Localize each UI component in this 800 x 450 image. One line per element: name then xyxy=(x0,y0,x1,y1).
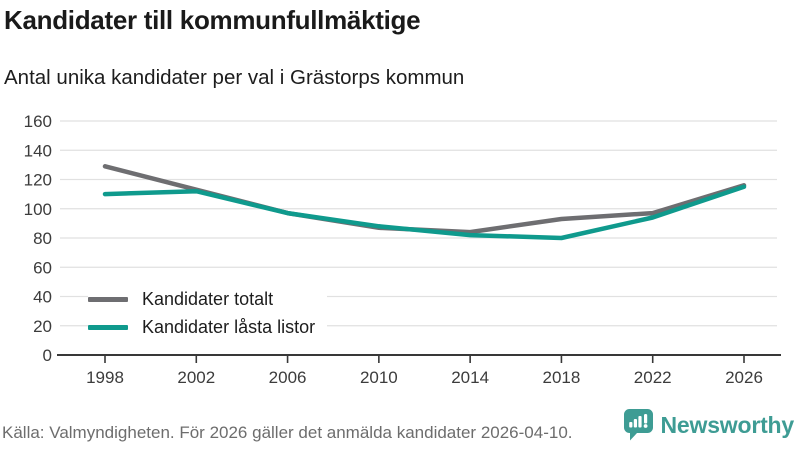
x-tick-label: 2022 xyxy=(634,368,672,387)
y-tick-label: 160 xyxy=(24,112,52,131)
series-line-kandidater-totalt xyxy=(102,164,747,235)
x-tick-label: 1998 xyxy=(86,368,124,387)
plot-area: 0 20 40 60 80 100 120 140 160 1998 2002 2006 2010 201… xyxy=(24,112,781,387)
y-tick-label: 40 xyxy=(33,288,52,307)
y-tick-label: 120 xyxy=(24,171,52,190)
logo-bar-2 xyxy=(633,419,637,428)
logo-exclamation-dot xyxy=(643,424,648,428)
x-tick-label: 2026 xyxy=(725,368,763,387)
newsworthy-logo: Newsworthy xyxy=(623,408,794,442)
page-title: Kandidater till kommunfullmäktige xyxy=(4,5,421,35)
newsworthy-icon xyxy=(623,409,653,441)
source-note: Källa: Valmyndigheten. För 2026 gäller d… xyxy=(2,423,573,442)
x-tick-label: 2010 xyxy=(360,368,398,387)
legend-item: Kandidater totalt xyxy=(88,285,328,313)
chart-legend: Kandidater totalt Kandidater låsta listor xyxy=(88,285,328,341)
legend-swatch xyxy=(88,324,128,330)
brand-name: Newsworthy xyxy=(660,411,795,438)
y-tick-label: 0 xyxy=(43,346,52,365)
y-tick-label: 60 xyxy=(33,258,52,277)
x-tick-label: 2018 xyxy=(543,368,581,387)
logo-bar-1 xyxy=(628,422,632,428)
y-tick-label: 100 xyxy=(24,200,52,219)
y-tick-label: 80 xyxy=(33,229,52,248)
series-line-kandidater-låsta-listor xyxy=(102,184,747,241)
y-tick-label: 20 xyxy=(33,317,52,336)
legend-label: Kandidater låsta listor xyxy=(142,316,316,337)
y-tick-label: 140 xyxy=(24,141,52,160)
x-tick-label: 2006 xyxy=(269,368,307,387)
logo-exclamation-stroke xyxy=(643,414,647,424)
legend-label: Kandidater totalt xyxy=(142,288,274,309)
logo-bar-3 xyxy=(637,416,642,428)
legend-item: Kandidater låsta listor xyxy=(88,313,328,341)
x-tick-label: 2014 xyxy=(451,368,489,387)
chart-subtitle: Antal unika kandidater per val i Grästor… xyxy=(4,66,465,89)
x-tick-label: 2002 xyxy=(177,368,215,387)
line-chart: 0 20 40 60 80 100 120 140 160 1998 2002 2006 2010 201… xyxy=(0,100,800,410)
legend-swatch xyxy=(88,296,128,302)
